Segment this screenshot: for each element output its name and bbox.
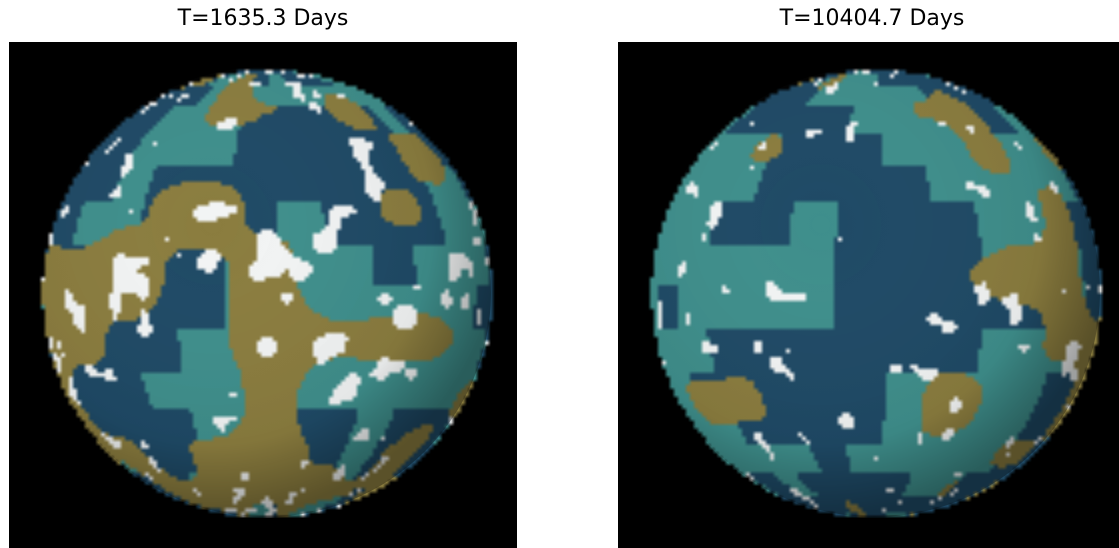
planet-sphere-left xyxy=(41,67,491,517)
panel-title-right: T=10404.7 Days xyxy=(779,6,965,31)
planet-image-right xyxy=(618,42,1119,548)
planet-image-left xyxy=(9,42,517,548)
limb-shading-right xyxy=(650,67,1100,517)
planet-sphere-right xyxy=(650,67,1100,517)
limb-shading-left xyxy=(41,67,491,517)
panel-title-left: T=1635.3 Days xyxy=(177,6,349,31)
